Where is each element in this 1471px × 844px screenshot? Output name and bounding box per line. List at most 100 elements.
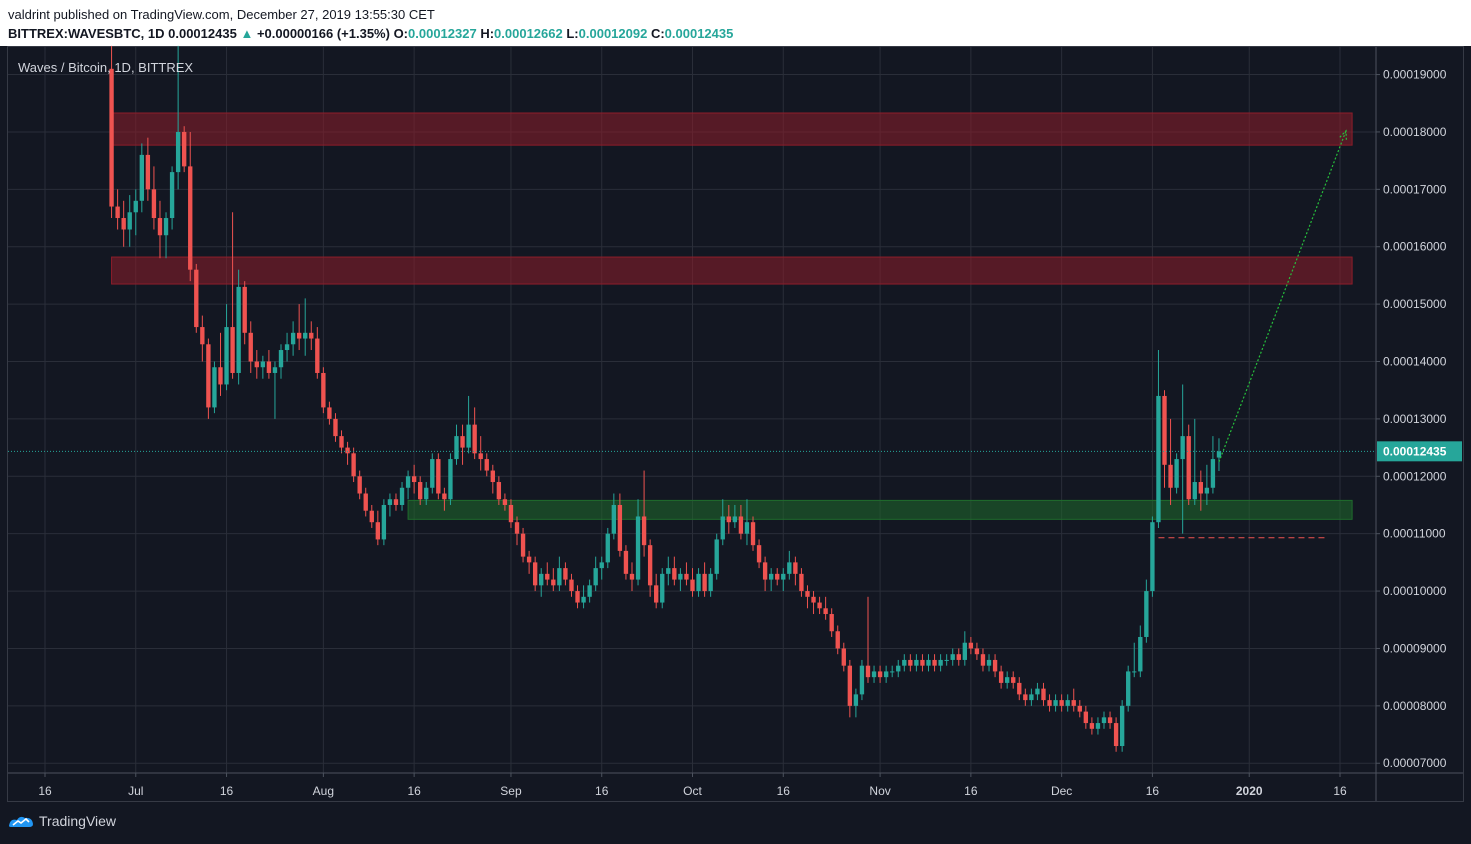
price-tick-label: 0.00019000 — [1383, 68, 1447, 82]
candlestick-chart[interactable]: 0.00007000 0.00008000 0.00009000 0.00010000… — [0, 0, 1471, 803]
candle-body — [1162, 395, 1167, 465]
candle-body — [720, 516, 725, 540]
time-tick-label: 16 — [777, 784, 791, 798]
time-tick-label: 16 — [220, 784, 234, 798]
candle-body — [290, 332, 296, 345]
candle-body — [278, 350, 284, 368]
price-tick-label: 0.00011000 — [1383, 527, 1446, 541]
candle-body — [163, 218, 169, 236]
candle-body — [230, 327, 235, 373]
candle-body — [224, 327, 229, 385]
candle-body — [200, 327, 205, 345]
candle-body — [980, 654, 986, 666]
candle-body — [1192, 482, 1197, 500]
candle-body — [1216, 451, 1222, 458]
candle-body — [109, 68, 114, 207]
candle-body — [1077, 705, 1082, 712]
candle-body — [236, 286, 241, 373]
candle-body — [714, 539, 719, 574]
candle-body — [890, 671, 895, 673]
candle-body — [563, 568, 568, 580]
candle-body — [1180, 436, 1185, 460]
candle-body — [393, 499, 399, 505]
footer — [0, 803, 1471, 844]
candle-body — [1119, 705, 1125, 747]
candle-body — [829, 614, 834, 632]
support-zone — [407, 499, 1353, 520]
publish-header: valdrint published on TradingView.com, D… — [0, 0, 1471, 46]
candle-body — [902, 659, 907, 666]
candle-body — [986, 659, 992, 666]
last-price: 0.00012435 — [168, 26, 237, 41]
candle-body — [992, 659, 998, 672]
candle-body — [793, 562, 798, 574]
candle-body — [169, 172, 175, 219]
candle-body — [218, 367, 223, 385]
symbol-label[interactable]: BITTREX:WAVESBTC, 1D — [8, 26, 165, 41]
candle-body — [756, 545, 762, 563]
resistance-zone — [111, 256, 1353, 285]
candle-body — [1059, 700, 1064, 706]
candle-body — [115, 206, 120, 219]
candle-body — [1071, 700, 1076, 706]
candle-body — [932, 659, 937, 666]
resistance-zone — [111, 112, 1353, 146]
candle-body — [1210, 459, 1216, 488]
candle-body — [484, 459, 489, 471]
candle-body — [690, 579, 695, 592]
time-tick-label: Jul — [128, 784, 143, 798]
candle-body — [920, 659, 925, 666]
candle-body — [460, 436, 465, 448]
chart-frame — [7, 46, 1464, 802]
candle-body — [466, 424, 471, 448]
candle-body — [696, 573, 701, 592]
candle-body — [1113, 723, 1119, 747]
candle-body — [654, 585, 659, 603]
candle-body — [145, 154, 151, 190]
low-label: L: — [566, 26, 579, 41]
candle-body — [859, 665, 865, 695]
candle-body — [744, 522, 750, 534]
candle-body — [775, 573, 780, 580]
candle-body — [1083, 711, 1089, 724]
candle-body — [345, 447, 350, 454]
candle-body — [781, 573, 786, 580]
last-price-badge-label: 0.00012435 — [1383, 444, 1447, 458]
candle-body — [418, 482, 423, 500]
candle-body — [1095, 723, 1101, 729]
candle-body — [962, 642, 967, 660]
tradingview-brand[interactable]: TradingView — [8, 813, 116, 829]
candle-body — [575, 591, 580, 603]
candle-body — [194, 269, 199, 328]
candle-body — [968, 642, 974, 649]
candle-body — [805, 591, 810, 597]
candle-body — [1041, 688, 1046, 701]
axes: 0.00007000 0.00008000 0.00009000 0.00010000… — [8, 47, 1463, 801]
candle-body — [672, 568, 677, 580]
candle-body — [1198, 482, 1203, 494]
symbol-ohlc-line: BITTREX:WAVESBTC, 1D 0.00012435 ▲ +0.000… — [8, 26, 733, 41]
time-tick-label: 16 — [1333, 784, 1347, 798]
overlays — [8, 129, 1376, 539]
candle-body — [1156, 395, 1161, 523]
open-value: 0.00012327 — [408, 26, 477, 41]
candle-body — [569, 579, 574, 592]
candle-body — [1126, 671, 1131, 706]
candle-body — [605, 533, 610, 563]
candle-body — [357, 476, 362, 494]
candle-body — [908, 659, 913, 666]
candle-body — [206, 344, 211, 408]
candle-body — [248, 332, 253, 362]
candle-body — [647, 545, 653, 586]
candle-body — [629, 573, 635, 580]
close-value: 0.00012435 — [664, 26, 734, 41]
time-tick-label: 16 — [1146, 784, 1160, 798]
candle-body — [399, 487, 405, 505]
candle-body — [1089, 723, 1095, 729]
candle-body — [841, 648, 846, 666]
candle-body — [472, 424, 477, 454]
candle-body — [532, 562, 538, 586]
candle-body — [1017, 682, 1022, 695]
candle-body — [121, 218, 126, 230]
candle-body — [1035, 688, 1040, 695]
